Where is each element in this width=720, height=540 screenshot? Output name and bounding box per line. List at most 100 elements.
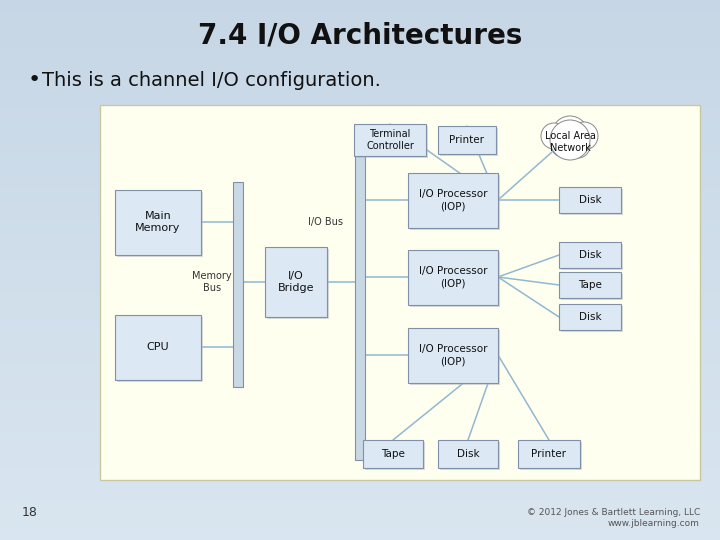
Bar [0,513,720,518]
Bar [0,308,720,313]
Bar [0,189,720,194]
Bar [0,529,720,535]
FancyBboxPatch shape [408,327,498,382]
FancyBboxPatch shape [559,272,621,298]
FancyBboxPatch shape [559,187,621,213]
FancyBboxPatch shape [100,105,700,480]
FancyBboxPatch shape [117,316,203,381]
Bar [0,216,720,221]
Bar [0,470,720,475]
Bar [0,221,720,227]
Bar [0,319,720,324]
Bar [0,167,720,173]
Bar [0,378,720,383]
FancyBboxPatch shape [233,182,243,387]
Circle shape [550,120,590,160]
Circle shape [551,133,575,157]
Bar [0,259,720,265]
Bar [0,265,720,270]
Bar [0,108,720,113]
Bar [0,32,720,38]
Bar [0,275,720,281]
Bar [0,49,720,54]
Bar [0,464,720,470]
Bar [0,405,720,410]
Bar [0,497,720,502]
Bar [0,113,720,119]
Bar [0,410,720,416]
Bar [0,329,720,335]
Bar [0,535,720,540]
Bar [0,502,720,508]
Text: Tape: Tape [578,280,602,290]
Bar [0,324,720,329]
FancyBboxPatch shape [115,190,201,254]
Text: CPU: CPU [147,342,169,352]
Bar [0,130,720,135]
Bar [0,248,720,254]
Text: Disk: Disk [579,250,601,260]
Bar [0,351,720,356]
Bar [0,38,720,43]
Bar [0,346,720,351]
FancyBboxPatch shape [356,126,428,158]
Bar [0,437,720,443]
Bar [0,335,720,340]
Bar [0,205,720,211]
Bar [0,292,720,297]
Bar [0,443,720,448]
FancyBboxPatch shape [561,244,623,270]
Circle shape [570,122,598,150]
Bar [0,238,720,243]
Bar [0,54,720,59]
Bar [0,486,720,491]
Bar [0,27,720,32]
Bar [0,151,720,157]
Bar [0,43,720,49]
FancyBboxPatch shape [561,306,623,332]
FancyBboxPatch shape [410,329,500,384]
Text: I/O Processor
(IOP): I/O Processor (IOP) [419,266,487,288]
Bar [0,92,720,97]
Bar [0,270,720,275]
Bar [0,427,720,432]
Circle shape [552,116,588,152]
FancyBboxPatch shape [408,172,498,227]
FancyBboxPatch shape [365,442,425,470]
Bar [0,11,720,16]
Bar [0,227,720,232]
FancyBboxPatch shape [363,440,423,468]
Bar [0,162,720,167]
Bar [0,297,720,302]
Bar [0,146,720,151]
Text: Main
Memory: Main Memory [135,211,181,233]
Bar [0,508,720,513]
FancyBboxPatch shape [354,124,426,156]
Bar [0,313,720,319]
Bar [0,119,720,124]
Text: I/O Processor
(IOP): I/O Processor (IOP) [419,344,487,366]
Bar [0,0,720,5]
Text: I/O Processor
(IOP): I/O Processor (IOP) [419,189,487,211]
Bar [0,389,720,394]
Bar [0,76,720,81]
Bar [0,232,720,238]
FancyBboxPatch shape [267,249,329,319]
Text: Disk: Disk [579,312,601,322]
Bar [0,367,720,373]
Bar [0,518,720,524]
FancyBboxPatch shape [561,274,623,300]
Text: I/O Bus: I/O Bus [308,217,343,227]
Bar [0,356,720,362]
Bar [0,448,720,454]
FancyBboxPatch shape [561,189,623,215]
Circle shape [566,134,590,158]
Text: Memory
Bus: Memory Bus [192,271,232,293]
Text: 18: 18 [22,505,38,518]
FancyBboxPatch shape [559,304,621,330]
Bar [0,491,720,497]
FancyBboxPatch shape [115,314,201,380]
Bar [0,362,720,367]
Text: © 2012 Jones & Bartlett Learning, LLC
www.jblearning.com: © 2012 Jones & Bartlett Learning, LLC ww… [527,508,700,528]
Bar [0,173,720,178]
